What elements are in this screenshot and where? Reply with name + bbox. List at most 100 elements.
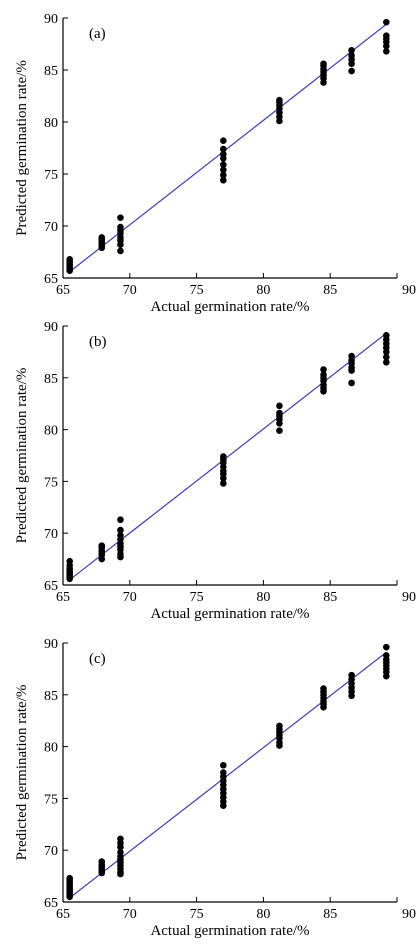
x-tick-label: 80	[256, 907, 270, 922]
data-point	[383, 18, 390, 26]
data-point	[66, 557, 73, 565]
data-point	[220, 453, 227, 460]
data-point	[98, 234, 106, 241]
data-point	[220, 150, 227, 158]
y-tick-label: 85	[44, 372, 58, 387]
data-point	[117, 214, 124, 221]
data-point	[320, 60, 327, 68]
x-tick-label: 80	[256, 283, 270, 298]
data-point	[383, 652, 390, 659]
fit-line	[69, 23, 387, 273]
y-tick-label: 75	[44, 792, 58, 807]
y-tick-label: 65	[44, 579, 58, 594]
data-point	[348, 52, 355, 59]
data-point	[117, 516, 124, 524]
x-tick-label: 75	[190, 283, 204, 298]
data-point	[220, 171, 227, 179]
x-tick-label: 70	[123, 283, 137, 298]
data-point	[98, 542, 106, 549]
y-axis-title: Predicted germination rate/%	[14, 685, 30, 861]
data-point	[276, 722, 283, 730]
y-tick-label: 65	[44, 896, 58, 911]
data-point	[220, 176, 227, 184]
data-point	[220, 480, 227, 487]
x-axis-title: Actual germination rate/%	[150, 299, 309, 315]
data-point	[383, 353, 390, 361]
data-point	[383, 332, 390, 339]
x-tick-label: 90	[402, 590, 416, 605]
data-point	[383, 643, 390, 651]
data-point	[276, 402, 283, 410]
x-axis-title: Actual germination rate/%	[150, 606, 309, 622]
data-point	[348, 671, 355, 679]
y-tick-label: 90	[44, 12, 58, 27]
y-tick-label: 90	[44, 637, 58, 652]
x-tick-label: 65	[56, 590, 70, 605]
y-tick-label: 75	[44, 168, 58, 183]
y-tick-label: 80	[44, 116, 58, 131]
data-point	[276, 409, 283, 417]
y-axis-title: Predicted germination rate/%	[14, 60, 30, 236]
x-tick-label: 75	[190, 907, 204, 922]
x-tick-label: 65	[56, 907, 70, 922]
y-tick-label: 70	[44, 527, 58, 542]
y-tick-label: 90	[44, 320, 58, 335]
data-point	[348, 352, 355, 360]
panel-label: (a)	[89, 26, 106, 42]
chart-panel-3: 65 70 75 80 85 90 65 70 75 80 85 90 Actual germinati…	[14, 637, 416, 939]
x-tick-label: 75	[190, 590, 204, 605]
data-point	[383, 32, 390, 39]
panel-label: (b)	[89, 334, 107, 350]
x-tick-label: 65	[56, 283, 70, 298]
y-tick-label: 80	[44, 424, 58, 439]
y-tick-label: 85	[44, 64, 58, 79]
data-point	[220, 145, 227, 153]
chart-panel-1: 65 70 75 80 85 90 65 70 75 80 85 90 Actual germinati…	[14, 12, 416, 315]
data-point	[320, 371, 327, 378]
data-point	[117, 223, 124, 231]
y-tick-label: 80	[44, 741, 58, 756]
data-point	[220, 137, 227, 145]
panel-label: (c)	[89, 651, 106, 667]
x-tick-label: 80	[256, 590, 270, 605]
x-tick-label: 70	[123, 590, 137, 605]
data-point	[117, 531, 124, 539]
data-point	[383, 358, 390, 366]
x-axis-title: Actual germination rate/%	[150, 923, 309, 939]
data-point	[276, 427, 283, 434]
y-tick-label: 70	[44, 220, 58, 235]
data-point	[348, 379, 355, 387]
data-point	[220, 166, 227, 174]
x-tick-label: 85	[323, 283, 337, 298]
data-point	[117, 835, 124, 843]
x-tick-label: 90	[402, 907, 416, 922]
data-point	[348, 46, 355, 54]
data-point	[98, 858, 106, 865]
data-point	[220, 761, 227, 769]
fit-line	[69, 332, 387, 581]
x-tick-label: 90	[402, 283, 416, 298]
x-tick-label: 85	[323, 590, 337, 605]
data-point	[348, 67, 355, 75]
fit-line	[69, 651, 387, 899]
data-point	[320, 685, 327, 692]
data-point	[117, 848, 124, 856]
data-point	[66, 874, 73, 882]
x-tick-label: 85	[323, 907, 337, 922]
data-point	[117, 247, 124, 255]
chart-panel-2: 65 70 75 80 85 90 65 70 75 80 85 90 Actual germinati…	[14, 320, 416, 622]
y-tick-label: 70	[44, 844, 58, 859]
y-tick-label: 85	[44, 689, 58, 704]
data-point	[220, 161, 227, 168]
y-tick-label: 65	[44, 272, 58, 287]
y-axis-title: Predicted germination rate/%	[14, 368, 30, 544]
y-tick-label: 75	[44, 475, 58, 490]
data-point	[320, 366, 327, 373]
data-point	[220, 769, 227, 776]
data-point	[117, 526, 124, 534]
data-point	[66, 255, 73, 263]
x-tick-label: 70	[123, 907, 137, 922]
data-point	[383, 47, 390, 55]
data-point	[276, 96, 283, 104]
